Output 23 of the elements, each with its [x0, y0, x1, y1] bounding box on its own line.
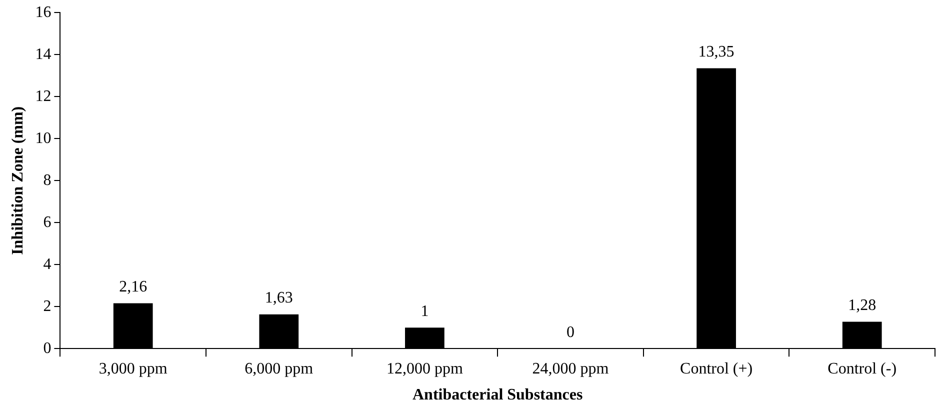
data-label: 0: [566, 324, 574, 341]
x-axis-title: Antibacterial Substances: [412, 386, 583, 404]
y-tick-label: 12: [35, 88, 52, 105]
x-tick-label: 12,000 ppm: [386, 360, 464, 378]
y-tick-label: 6: [43, 214, 52, 231]
data-label: 1,63: [264, 290, 293, 307]
x-tick-label: Control (+): [680, 360, 753, 378]
y-tick-label: 16: [35, 4, 52, 21]
y-axis-title: Inhibition Zone (mm): [10, 106, 27, 255]
y-tick-label: 10: [35, 130, 52, 147]
y-tick-label: 2: [43, 298, 52, 315]
y-tick-label: 0: [43, 340, 52, 357]
x-tick-label: 3,000 ppm: [98, 360, 168, 378]
data-label: 2,16: [119, 278, 148, 296]
x-tick-label: 6,000 ppm: [244, 360, 314, 378]
x-tick-label: 24,000 ppm: [532, 360, 610, 378]
y-tick-label: 14: [35, 46, 52, 63]
data-label: 1,28: [848, 296, 876, 314]
data-label: 13,35: [698, 43, 734, 60]
y-tick-label: 8: [43, 172, 52, 189]
y-tick-label: 4: [43, 256, 52, 273]
data-label: 1: [420, 302, 429, 320]
x-tick-label: Control (-): [828, 360, 897, 378]
